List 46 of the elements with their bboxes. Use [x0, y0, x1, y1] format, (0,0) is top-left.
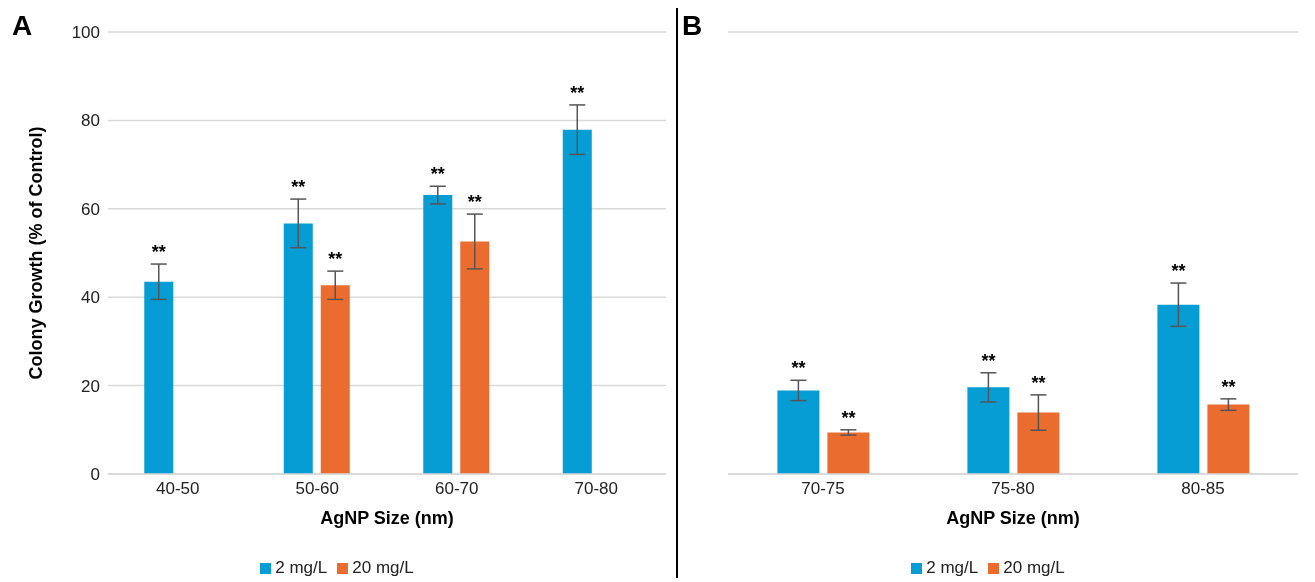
bar — [460, 241, 490, 474]
y-tick-label: 0 — [90, 465, 100, 485]
bar — [283, 223, 313, 474]
legend-label: 20 mg/L — [352, 558, 414, 577]
x-tick-label: 60-70 — [435, 479, 479, 499]
annotation: ** — [791, 358, 806, 379]
y-tick-label: 20 — [81, 376, 100, 396]
y-tick-label: 100 — [71, 23, 100, 43]
annotation: ** — [570, 82, 585, 103]
bar — [827, 432, 870, 474]
legend-label: 2 mg/L — [926, 558, 979, 577]
chart-title: A — [12, 10, 33, 42]
bar — [777, 390, 820, 474]
y-tick-label: 40 — [81, 288, 100, 308]
bar — [562, 129, 592, 474]
x-axis-title: AgNP Size (nm) — [946, 508, 1080, 528]
annotation: ** — [291, 177, 306, 198]
annotation: ** — [1031, 372, 1046, 393]
x-tick-label: 75-80 — [991, 479, 1035, 499]
bar — [967, 387, 1010, 474]
x-tick-label: 40-50 — [156, 479, 200, 499]
legend-label: 2 mg/L — [275, 558, 328, 577]
bar — [423, 195, 453, 474]
annotation: ** — [841, 407, 856, 428]
annotation: ** — [151, 242, 166, 263]
y-tick-label: 80 — [81, 111, 100, 131]
legend-label: 20 mg/L — [1003, 558, 1065, 577]
annotation: ** — [1171, 261, 1186, 282]
x-tick-label: 70-75 — [801, 479, 845, 499]
y-tick-label: 60 — [81, 199, 100, 219]
y-axis-title: Colony Growth (% of Control) — [26, 126, 47, 380]
annotation: ** — [1221, 376, 1236, 397]
x-axis-title: AgNP Size (nm) — [320, 508, 454, 528]
x-tick-label: 80-85 — [1181, 479, 1225, 499]
annotation: ** — [467, 192, 482, 213]
annotation: ** — [981, 350, 996, 371]
x-tick-label: 70-80 — [574, 479, 618, 499]
bar — [1017, 412, 1060, 474]
annotation: ** — [328, 249, 343, 270]
chart-title: B — [682, 10, 703, 42]
bar — [1157, 304, 1200, 474]
bar — [144, 281, 174, 474]
bar — [1207, 404, 1250, 474]
annotation: ** — [430, 164, 445, 185]
x-tick-label: 50-60 — [295, 479, 339, 499]
bar — [320, 285, 350, 474]
